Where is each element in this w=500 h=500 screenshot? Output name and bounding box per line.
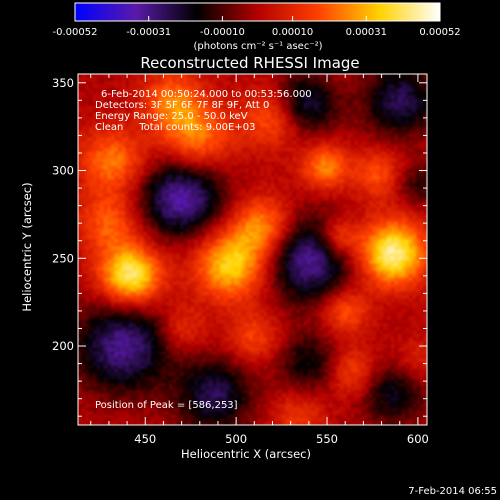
- colorbar-tick-label: -0.00052: [53, 27, 98, 38]
- heatmap-image: [78, 74, 427, 425]
- colorbar-tick-label: -0.00010: [200, 27, 245, 38]
- chart-title: Reconstructed RHESSI Image: [140, 54, 359, 72]
- x-tick-label: 500: [225, 432, 247, 446]
- x-tick-label: 600: [407, 432, 429, 446]
- colorbar-tick-label: 0.00031: [346, 27, 387, 38]
- x-tick-label: 550: [316, 432, 338, 446]
- colorbar-tick-label: 0.00052: [419, 27, 460, 38]
- y-tick-label: 350: [52, 76, 74, 90]
- energy-range-label: Energy Range: 25.0 - 50.0 keV: [95, 111, 248, 122]
- detectors-label: Detectors: 3F 5F 6F 7F 8F 9F, Att 0: [95, 100, 269, 111]
- y-tick-label: 200: [52, 339, 74, 353]
- y-tick-label: 250: [52, 251, 74, 265]
- x-tick-label: 450: [134, 432, 156, 446]
- clean-counts-label: Clean Total counts: 9.00E+03: [95, 122, 255, 133]
- footer-timestamp: 7-Feb-2014 06:55: [408, 486, 497, 497]
- x-axis-label: Heliocentric X (arcsec): [181, 447, 311, 461]
- colorbar-tick-label: 0.00010: [272, 27, 313, 38]
- peak-position-label: Position of Peak = [586,253]: [95, 400, 238, 411]
- colorbar-unit-label: (photons cm⁻² s⁻¹ asec⁻²): [193, 41, 322, 52]
- colorbar: [74, 2, 441, 22]
- plot-frame: [77, 73, 428, 426]
- plot-axes: 450 500 550 600 200 250 300 350: [52, 73, 429, 446]
- y-tick-label: 300: [52, 164, 74, 178]
- colorbar-tick-label: -0.00031: [126, 27, 171, 38]
- time-range-label: 6-Feb-2014 00:50:24.000 to 00:53:56.000: [101, 89, 312, 100]
- colorbar-ticks: -0.00052 -0.00031 -0.00010 0.00010 0.00031 0.…: [53, 16, 461, 38]
- y-axis-label: Heliocentric Y (arcsec): [20, 182, 34, 311]
